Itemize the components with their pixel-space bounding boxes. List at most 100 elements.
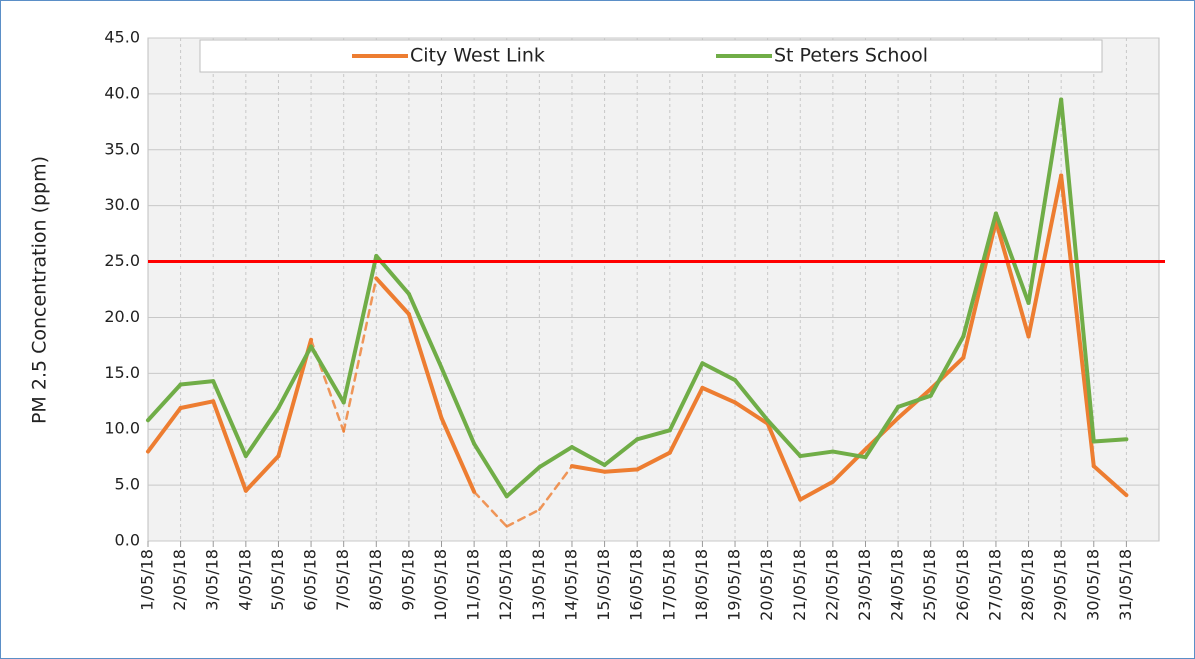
series-line	[667, 361, 705, 433]
y-tick-label: 5.0	[115, 475, 140, 494]
series-line	[178, 399, 216, 410]
series-line	[896, 386, 933, 421]
y-tick-label: 40.0	[104, 83, 140, 102]
series-line	[439, 416, 477, 494]
y-tick-label: 35.0	[104, 139, 140, 158]
series-line	[1059, 97, 1096, 444]
x-tick-label: 19/05/18	[725, 549, 744, 621]
series-line	[569, 464, 607, 474]
legend-label: St Peters School	[774, 45, 928, 67]
x-tick-label: 7/05/18	[333, 549, 352, 611]
series-line	[504, 465, 542, 499]
series-line	[472, 441, 509, 499]
legend-label: City West Link	[410, 45, 545, 67]
y-tick-label: 25.0	[104, 251, 140, 270]
series-line	[146, 405, 183, 454]
series-line	[538, 464, 574, 511]
x-tick-label: 4/05/18	[235, 549, 254, 611]
x-tick-label: 18/05/18	[692, 549, 711, 621]
series-line	[1091, 437, 1129, 444]
series-line	[798, 449, 835, 459]
x-tick-label: 1/05/18	[138, 549, 157, 611]
legend	[199, 39, 1103, 73]
x-tick-label: 28/05/18	[1018, 549, 1037, 621]
series-line	[1059, 173, 1096, 469]
series-line	[765, 421, 803, 502]
series-line	[537, 445, 574, 470]
y-tick-label: 10.0	[104, 419, 140, 438]
x-tick-label: 2/05/18	[170, 549, 189, 611]
series-line	[602, 437, 640, 467]
series-line	[700, 385, 738, 405]
x-tick-label: 11/05/18	[464, 549, 483, 621]
series-line	[1026, 97, 1064, 305]
y-tick-label: 30.0	[104, 195, 140, 214]
x-tick-label: 23/05/18	[855, 549, 874, 621]
x-tick-label: 5/05/18	[268, 549, 287, 611]
series-line	[635, 428, 672, 442]
x-tick-label: 22/05/18	[822, 549, 841, 621]
x-tick-label: 30/05/18	[1083, 549, 1102, 621]
series-line	[1026, 173, 1064, 339]
x-tick-label: 13/05/18	[529, 549, 548, 621]
x-tick-label: 21/05/18	[790, 549, 809, 621]
x-tick-label: 3/05/18	[203, 549, 222, 611]
plot-area	[147, 37, 1160, 542]
y-tick-label: 0.0	[115, 531, 140, 550]
series-line	[993, 219, 1031, 339]
series-line	[569, 445, 607, 467]
series-line	[733, 378, 770, 423]
series-line	[374, 276, 411, 317]
series-line	[961, 219, 998, 360]
x-tick-label: 25/05/18	[920, 549, 939, 621]
series-line	[635, 450, 672, 472]
series-line	[830, 449, 868, 460]
x-tick-label: 14/05/18	[561, 549, 580, 621]
series-line	[178, 379, 216, 387]
series-line	[602, 467, 640, 474]
series-line	[700, 361, 738, 383]
series-line	[309, 344, 346, 405]
series-line	[439, 365, 477, 446]
x-tick-label: 8/05/18	[366, 549, 385, 611]
series-line	[211, 379, 248, 459]
series-line	[961, 211, 998, 339]
series-line	[765, 418, 803, 459]
x-tick-label: 20/05/18	[757, 549, 776, 621]
series-line	[341, 253, 379, 405]
series-line	[667, 385, 705, 455]
x-tick-label: 12/05/18	[496, 549, 515, 621]
series-line	[505, 508, 541, 528]
x-tick-label: 24/05/18	[888, 549, 907, 621]
series-line	[863, 404, 901, 460]
series-line	[406, 312, 444, 421]
series-line	[146, 382, 183, 423]
series-line	[243, 405, 281, 459]
x-tick-label: 29/05/18	[1051, 549, 1070, 621]
series-line	[1091, 464, 1129, 498]
x-tick-label: 31/05/18	[1116, 549, 1135, 621]
y-axis-label: PM 2.5 Concentration (ppm)	[29, 156, 51, 424]
x-tick-label: 10/05/18	[431, 549, 450, 621]
x-tick-label: 26/05/18	[953, 549, 972, 621]
series-line	[928, 334, 966, 398]
series-line	[472, 490, 508, 528]
x-tick-label: 17/05/18	[659, 549, 678, 621]
series-line	[342, 277, 378, 433]
x-tick-label: 6/05/18	[301, 549, 320, 611]
x-tick-label: 9/05/18	[398, 549, 417, 611]
series-line	[798, 479, 835, 502]
x-tick-label: 16/05/18	[627, 549, 646, 621]
y-tick-label: 15.0	[104, 363, 140, 382]
series-line	[276, 344, 314, 410]
series-line	[406, 291, 444, 370]
series-line	[733, 400, 770, 426]
series-line	[896, 393, 933, 409]
x-tick-label: 15/05/18	[594, 549, 613, 621]
y-tick-label: 45.0	[104, 28, 140, 47]
series-line	[993, 211, 1031, 305]
x-tick-label: 27/05/18	[985, 549, 1004, 621]
series-line	[211, 399, 248, 493]
series-line	[243, 454, 281, 493]
